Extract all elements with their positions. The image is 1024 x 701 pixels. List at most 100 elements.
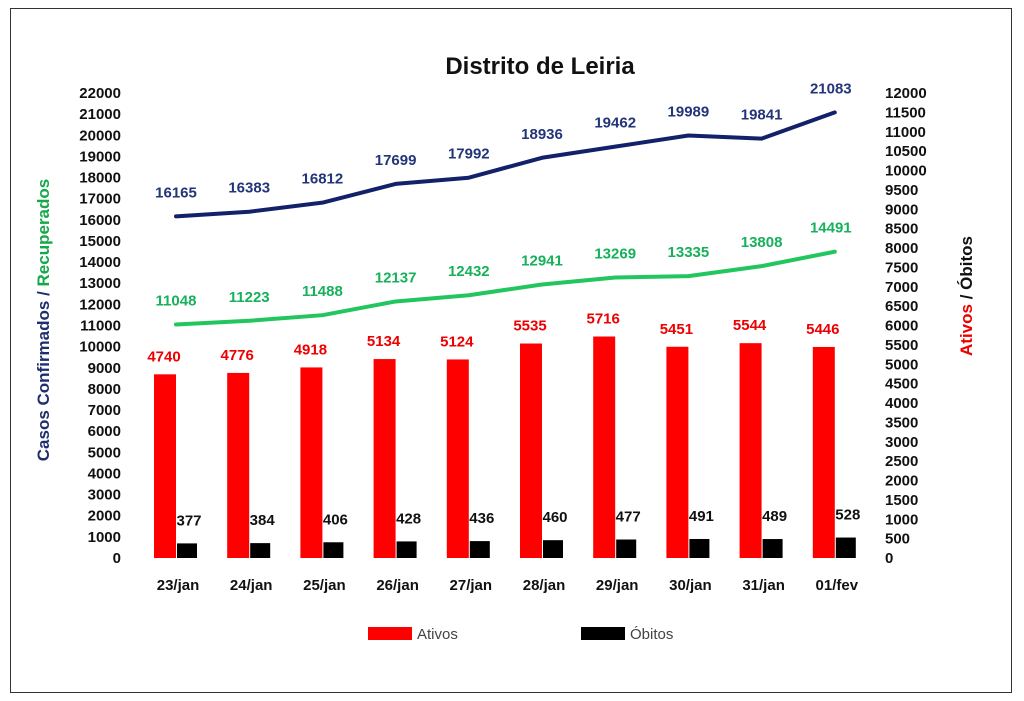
bar-obitos — [689, 538, 710, 558]
data-label-recuperados: 12137 — [375, 269, 417, 286]
right-axis: 0 500 1000 1500 2000 2500 3000 3500 4000 4500 5000… — [885, 85, 927, 567]
bar-obitos — [323, 542, 344, 558]
data-label-recuperados: 13269 — [594, 246, 636, 263]
data-label-obitos: 489 — [762, 508, 787, 525]
x-tick-label: 01/fev — [816, 577, 859, 594]
data-label-confirmados: 19989 — [668, 104, 710, 121]
right-tick-label: 9000 — [885, 201, 918, 218]
data-label-confirmados: 21083 — [810, 80, 852, 97]
data-label-recuperados: 11488 — [302, 283, 343, 300]
right-tick-label: 8000 — [885, 240, 918, 257]
legend-swatch-obitos — [581, 627, 625, 640]
left-tick-label: 8000 — [88, 381, 121, 398]
bar-ativos — [812, 346, 835, 558]
right-tick-label: 7000 — [885, 279, 918, 296]
left-tick-label: 21000 — [79, 106, 121, 123]
left-tick-label: 12000 — [79, 296, 121, 313]
right-tick-label: 1000 — [885, 511, 918, 528]
line-recuperados — [174, 249, 837, 327]
line-confirmados — [174, 110, 837, 219]
bar-ativos — [227, 372, 250, 558]
bar-ativos — [666, 346, 689, 558]
data-label-confirmados: 16165 — [155, 184, 197, 201]
bar-obitos — [177, 543, 197, 558]
left-tick-label: 20000 — [79, 127, 121, 144]
right-tick-label: 11000 — [885, 124, 926, 141]
data-label-obitos: 491 — [689, 508, 714, 525]
left-tick-label: 14000 — [79, 254, 121, 271]
data-label-ativos: 4776 — [221, 347, 254, 364]
data-label-confirmados: 16812 — [302, 171, 344, 188]
left-tick-label: 7000 — [88, 402, 121, 419]
data-label-ativos: 5446 — [806, 321, 839, 338]
x-tick-label: 31/jan — [742, 577, 785, 594]
left-axis: 0 1000 2000 3000 4000 5000 6000 7000 8000 9000 100… — [79, 85, 121, 567]
bar-obitos — [396, 541, 417, 558]
x-tick-label: 24/jan — [230, 577, 273, 594]
bar-obitos — [835, 537, 856, 558]
legend-label-obitos: Óbitos — [630, 626, 673, 643]
x-tick-label: 23/jan — [157, 577, 200, 594]
left-tick-label: 13000 — [79, 275, 121, 292]
data-label-ativos: 4740 — [147, 348, 180, 365]
legend-swatch-ativos — [368, 627, 412, 640]
left-tick-label: 11000 — [80, 318, 121, 335]
bar-series — [154, 336, 856, 558]
data-label-obitos: 528 — [835, 507, 860, 524]
data-label-obitos: 460 — [542, 509, 567, 526]
data-label-ativos: 5716 — [587, 311, 620, 328]
data-labels: 4740 4776 4918 5134 5124 5535 5716 5451 5544 5446… — [147, 80, 860, 529]
right-tick-label: 11500 — [885, 104, 926, 121]
data-label-confirmados: 19462 — [594, 115, 636, 132]
bar-ativos — [593, 336, 616, 558]
data-label-ativos: 5124 — [440, 333, 474, 350]
data-label-ativos: 5544 — [733, 317, 767, 334]
right-tick-label: 10500 — [885, 143, 927, 160]
left-tick-label: 5000 — [88, 444, 121, 461]
right-tick-label: 9500 — [885, 182, 918, 199]
bar-ativos — [154, 374, 176, 558]
left-axis-title-sep: / — [34, 286, 53, 300]
right-tick-label: 3000 — [885, 434, 918, 451]
bar-ativos — [520, 343, 542, 558]
right-tick-label: 500 — [885, 531, 910, 548]
data-label-obitos: 406 — [323, 511, 348, 528]
bar-obitos — [616, 539, 637, 558]
data-label-recuperados: 12432 — [448, 263, 490, 280]
right-axis-title-part1: Ativos — [957, 304, 976, 356]
left-tick-label: 19000 — [79, 148, 121, 165]
data-label-recuperados: 13335 — [668, 244, 710, 261]
line-series — [174, 110, 837, 327]
right-tick-label: 3500 — [885, 414, 918, 431]
right-tick-label: 12000 — [885, 85, 927, 102]
right-tick-label: 6500 — [885, 298, 918, 315]
left-tick-label: 15000 — [79, 233, 121, 250]
left-tick-label: 0 — [113, 550, 121, 567]
bar-ativos — [373, 359, 396, 558]
left-tick-label: 16000 — [79, 212, 121, 229]
data-label-obitos: 384 — [250, 512, 276, 529]
right-tick-label: 5000 — [885, 356, 918, 373]
data-label-recuperados: 13808 — [741, 234, 783, 251]
left-tick-label: 18000 — [79, 170, 121, 187]
right-tick-label: 10000 — [885, 163, 927, 180]
right-tick-label: 7500 — [885, 259, 918, 276]
data-label-ativos: 5535 — [513, 318, 546, 335]
x-axis: 23/jan 24/jan 25/jan 26/jan 27/jan 28/jan 29/j… — [157, 577, 859, 594]
right-tick-label: 4000 — [885, 395, 918, 412]
data-label-confirmados: 16383 — [228, 180, 270, 197]
left-axis-title-part2: Recuperados — [34, 179, 53, 287]
data-label-confirmados: 17992 — [448, 146, 490, 163]
chart-frame — [10, 8, 1012, 693]
left-tick-label: 1000 — [88, 529, 121, 546]
right-tick-label: 0 — [885, 550, 893, 567]
data-label-ativos: 5134 — [367, 333, 401, 350]
bar-ativos — [300, 367, 323, 558]
right-tick-label: 2500 — [885, 453, 918, 470]
bar-obitos — [543, 540, 563, 558]
bar-ativos — [739, 343, 762, 558]
data-label-ativos: 4918 — [294, 341, 327, 358]
data-label-recuperados: 11223 — [229, 289, 270, 306]
left-tick-label: 17000 — [79, 191, 121, 208]
